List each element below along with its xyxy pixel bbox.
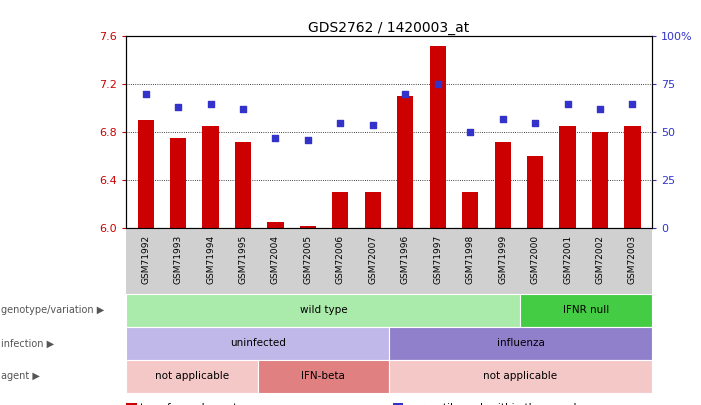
Text: GSM71996: GSM71996 — [401, 235, 410, 284]
Text: not applicable: not applicable — [155, 371, 229, 382]
Point — [238, 106, 249, 113]
Text: transformed count: transformed count — [140, 403, 238, 405]
Bar — [389, 360, 652, 393]
Bar — [389, 327, 652, 360]
Bar — [592, 132, 608, 228]
Text: GSM72004: GSM72004 — [271, 235, 280, 284]
Point — [594, 106, 606, 113]
Text: GSM71995: GSM71995 — [238, 235, 247, 284]
Point — [432, 81, 443, 87]
Text: genotype/variation ▶: genotype/variation ▶ — [1, 305, 104, 315]
Bar — [430, 46, 446, 228]
Bar — [397, 96, 414, 228]
Text: GSM71994: GSM71994 — [206, 235, 215, 284]
Bar — [203, 126, 219, 228]
Text: influenza: influenza — [496, 339, 545, 348]
Text: percentile rank within the sample: percentile rank within the sample — [407, 403, 583, 405]
Point — [205, 100, 216, 107]
Bar — [267, 222, 284, 228]
Point — [627, 100, 638, 107]
Text: GSM72007: GSM72007 — [368, 235, 377, 284]
Text: GSM72000: GSM72000 — [531, 235, 540, 284]
Bar — [126, 327, 389, 360]
Bar — [137, 120, 154, 228]
Bar — [625, 126, 641, 228]
Text: IFNR null: IFNR null — [563, 305, 609, 315]
Point — [335, 119, 346, 126]
Point — [270, 135, 281, 141]
Point — [400, 91, 411, 97]
Point — [465, 129, 476, 136]
Text: wild type: wild type — [299, 305, 347, 315]
Bar — [258, 360, 389, 393]
Bar — [365, 192, 381, 228]
Point — [367, 122, 379, 128]
Text: GSM71992: GSM71992 — [141, 235, 150, 284]
Text: IFN-beta: IFN-beta — [301, 371, 346, 382]
Bar — [126, 294, 520, 327]
Point — [140, 91, 151, 97]
Title: GDS2762 / 1420003_at: GDS2762 / 1420003_at — [308, 21, 470, 35]
Bar — [235, 142, 251, 228]
Bar — [494, 142, 511, 228]
Bar — [559, 126, 576, 228]
Bar — [332, 192, 348, 228]
Text: infection ▶: infection ▶ — [1, 339, 54, 348]
Point — [302, 137, 313, 143]
Point — [172, 104, 184, 111]
Point — [529, 119, 540, 126]
Bar — [170, 138, 186, 228]
Point — [562, 100, 573, 107]
Text: GSM72002: GSM72002 — [596, 235, 604, 284]
Bar — [300, 226, 316, 228]
Text: uninfected: uninfected — [230, 339, 285, 348]
Text: GSM71997: GSM71997 — [433, 235, 442, 284]
Text: GSM72006: GSM72006 — [336, 235, 345, 284]
Text: GSM71993: GSM71993 — [174, 235, 182, 284]
Bar — [527, 156, 543, 228]
Text: GSM72005: GSM72005 — [304, 235, 313, 284]
Point — [497, 116, 508, 122]
Text: GSM72003: GSM72003 — [628, 235, 637, 284]
Text: not applicable: not applicable — [484, 371, 557, 382]
Text: GSM71999: GSM71999 — [498, 235, 507, 284]
Text: agent ▶: agent ▶ — [1, 371, 39, 382]
Bar — [126, 360, 258, 393]
Text: GSM71998: GSM71998 — [465, 235, 475, 284]
Bar — [520, 294, 652, 327]
Text: GSM72001: GSM72001 — [563, 235, 572, 284]
Bar — [462, 192, 478, 228]
